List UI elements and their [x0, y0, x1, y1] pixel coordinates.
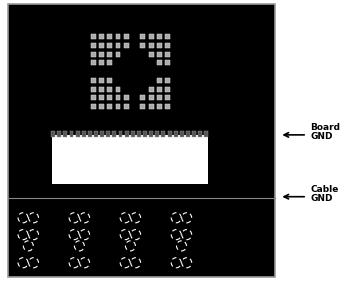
Bar: [125, 131, 129, 137]
Bar: [204, 131, 208, 137]
Bar: [116, 34, 120, 39]
Bar: [116, 87, 120, 92]
Bar: [99, 78, 104, 83]
Bar: [107, 52, 112, 57]
Bar: [131, 131, 135, 137]
Bar: [82, 131, 86, 137]
Bar: [165, 104, 170, 109]
Bar: [165, 87, 170, 92]
Bar: [140, 95, 145, 100]
Bar: [63, 131, 67, 137]
Bar: [70, 131, 73, 137]
Bar: [149, 95, 154, 100]
Bar: [157, 95, 162, 100]
Bar: [165, 60, 170, 65]
Bar: [94, 131, 98, 137]
Bar: [161, 131, 165, 137]
Text: Board
GND: Board GND: [310, 123, 341, 141]
Bar: [112, 131, 116, 137]
Bar: [107, 60, 112, 65]
Bar: [157, 104, 162, 109]
Bar: [165, 95, 170, 100]
Bar: [119, 131, 122, 137]
Bar: [91, 87, 96, 92]
Bar: [52, 135, 208, 184]
Bar: [165, 34, 170, 39]
Bar: [165, 78, 170, 83]
Bar: [165, 43, 170, 48]
Bar: [124, 34, 129, 39]
Bar: [116, 104, 120, 109]
Bar: [100, 131, 104, 137]
Bar: [107, 78, 112, 83]
Bar: [149, 87, 154, 92]
Bar: [149, 131, 153, 137]
Bar: [140, 43, 145, 48]
Bar: [76, 131, 80, 137]
Bar: [149, 34, 154, 39]
Bar: [186, 131, 190, 137]
Bar: [157, 52, 162, 57]
Bar: [140, 34, 145, 39]
Bar: [99, 104, 104, 109]
Bar: [174, 131, 178, 137]
Bar: [91, 78, 96, 83]
Bar: [99, 60, 104, 65]
Bar: [165, 52, 170, 57]
Bar: [107, 87, 112, 92]
Bar: [57, 131, 61, 137]
Bar: [107, 43, 112, 48]
Bar: [91, 95, 96, 100]
Bar: [99, 43, 104, 48]
Bar: [157, 78, 162, 83]
Bar: [157, 34, 162, 39]
Bar: [107, 34, 112, 39]
Text: Cable
GND: Cable GND: [310, 185, 339, 203]
Bar: [116, 95, 120, 100]
Bar: [88, 131, 92, 137]
Bar: [116, 52, 120, 57]
Bar: [51, 131, 55, 137]
Bar: [99, 34, 104, 39]
Bar: [106, 131, 110, 137]
Bar: [137, 131, 141, 137]
Bar: [107, 95, 112, 100]
Bar: [192, 131, 196, 137]
Bar: [99, 87, 104, 92]
Bar: [91, 52, 96, 57]
Bar: [198, 131, 202, 137]
Bar: [157, 87, 162, 92]
Bar: [91, 43, 96, 48]
Bar: [107, 104, 112, 109]
Bar: [124, 43, 129, 48]
Bar: [91, 34, 96, 39]
Bar: [157, 43, 162, 48]
Bar: [99, 95, 104, 100]
Bar: [157, 60, 162, 65]
Bar: [91, 60, 96, 65]
Bar: [91, 104, 96, 109]
Bar: [124, 95, 129, 100]
Bar: [143, 131, 147, 137]
Bar: [140, 104, 145, 109]
Bar: [149, 43, 154, 48]
Bar: [149, 104, 154, 109]
Bar: [155, 131, 159, 137]
Bar: [99, 52, 104, 57]
Bar: [124, 104, 129, 109]
Bar: [168, 131, 171, 137]
Bar: [149, 52, 154, 57]
Bar: [180, 131, 184, 137]
Bar: [116, 43, 120, 48]
